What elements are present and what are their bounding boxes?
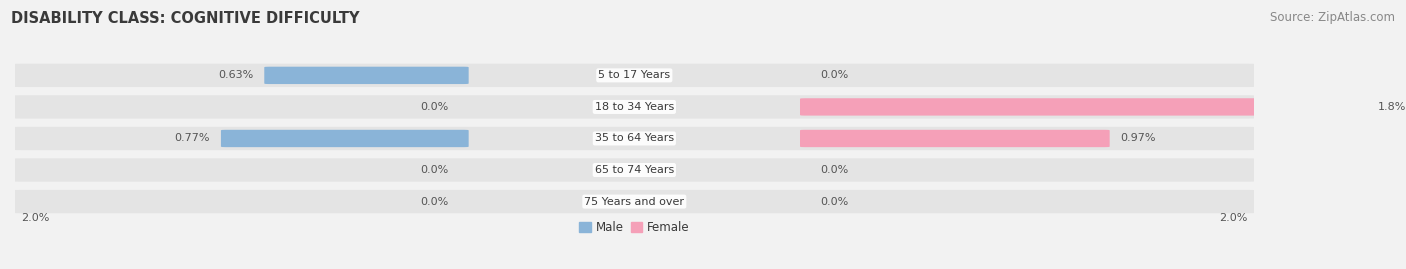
Text: 0.97%: 0.97% bbox=[1121, 133, 1156, 143]
Text: 75 Years and over: 75 Years and over bbox=[585, 197, 685, 207]
FancyBboxPatch shape bbox=[8, 158, 1260, 182]
Text: 0.0%: 0.0% bbox=[820, 197, 848, 207]
Text: 0.0%: 0.0% bbox=[420, 165, 449, 175]
FancyBboxPatch shape bbox=[221, 130, 468, 147]
Text: 5 to 17 Years: 5 to 17 Years bbox=[599, 70, 671, 80]
Text: 65 to 74 Years: 65 to 74 Years bbox=[595, 165, 673, 175]
Text: 2.0%: 2.0% bbox=[1219, 213, 1247, 223]
Text: 0.0%: 0.0% bbox=[420, 197, 449, 207]
Text: 1.8%: 1.8% bbox=[1378, 102, 1406, 112]
Text: Source: ZipAtlas.com: Source: ZipAtlas.com bbox=[1270, 11, 1395, 24]
Text: 0.0%: 0.0% bbox=[820, 70, 848, 80]
FancyBboxPatch shape bbox=[8, 127, 1260, 150]
FancyBboxPatch shape bbox=[8, 64, 1260, 87]
FancyBboxPatch shape bbox=[8, 190, 1260, 213]
FancyBboxPatch shape bbox=[800, 130, 1109, 147]
Text: 18 to 34 Years: 18 to 34 Years bbox=[595, 102, 673, 112]
FancyBboxPatch shape bbox=[264, 67, 468, 84]
Text: 0.77%: 0.77% bbox=[174, 133, 209, 143]
Text: 35 to 64 Years: 35 to 64 Years bbox=[595, 133, 673, 143]
Text: DISABILITY CLASS: COGNITIVE DIFFICULTY: DISABILITY CLASS: COGNITIVE DIFFICULTY bbox=[11, 11, 360, 26]
Text: 0.0%: 0.0% bbox=[420, 102, 449, 112]
FancyBboxPatch shape bbox=[800, 98, 1367, 116]
Text: 0.0%: 0.0% bbox=[820, 165, 848, 175]
Text: 0.63%: 0.63% bbox=[218, 70, 253, 80]
Legend: Male, Female: Male, Female bbox=[574, 217, 695, 239]
FancyBboxPatch shape bbox=[8, 95, 1260, 119]
Text: 2.0%: 2.0% bbox=[21, 213, 49, 223]
